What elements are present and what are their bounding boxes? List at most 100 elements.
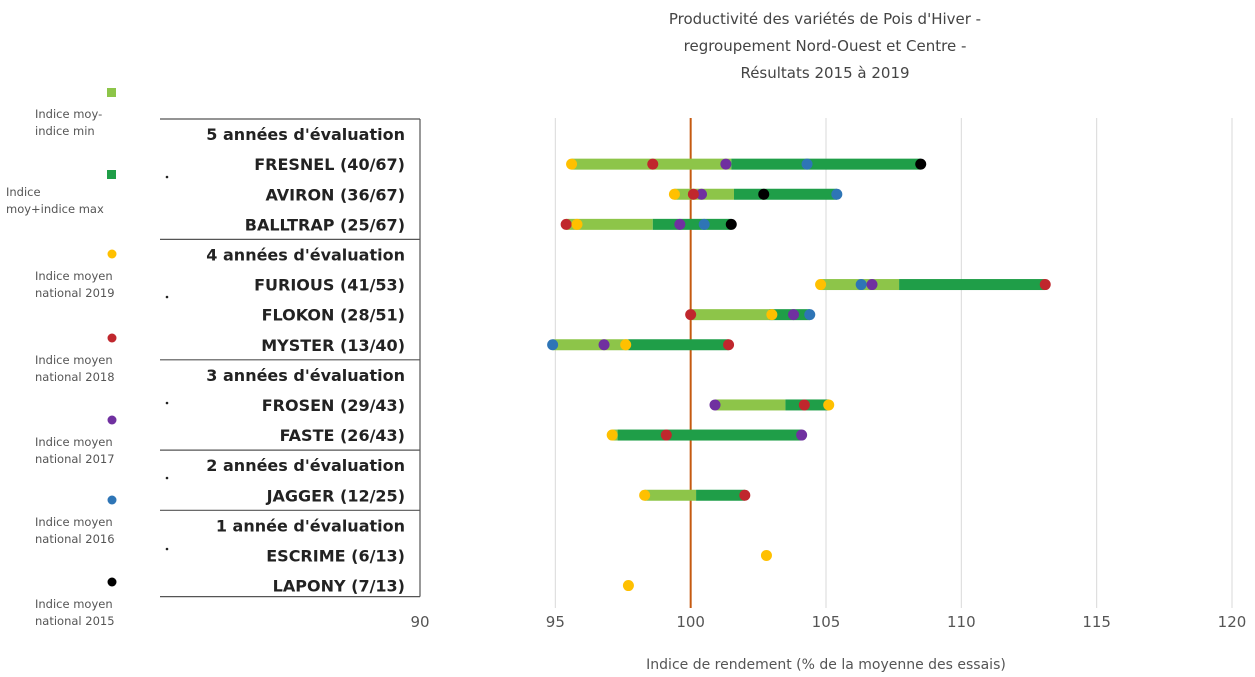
point-y2019: [815, 279, 827, 291]
point-y2018: [687, 188, 699, 200]
range-bars: [552, 158, 1046, 501]
group-header-label: 2 années d'évaluation: [206, 456, 405, 475]
point-y2017: [709, 399, 721, 411]
point-y2019: [622, 580, 634, 592]
variety-label: ESCRIME (6/13): [266, 546, 405, 565]
legend-label: indice min: [35, 124, 95, 138]
variety-label: FLOKON (28/51): [262, 306, 405, 325]
legend-label: national 2019: [35, 286, 115, 300]
bullet-mark: [165, 175, 169, 179]
legend-label: national 2018: [35, 370, 115, 384]
group-header-label: 1 année d'évaluation: [216, 516, 405, 535]
point-y2018: [1039, 279, 1051, 291]
legend-label: national 2015: [35, 614, 115, 628]
point-y2019: [760, 549, 772, 561]
x-axis-title-text: Indice de rendement (% de la moyenne des…: [646, 657, 1006, 673]
legend-dot-y2015: [107, 577, 117, 587]
point-y2019: [639, 489, 651, 501]
point-y2017: [866, 279, 878, 291]
point-y2018: [647, 158, 659, 170]
x-tick-label: 105: [812, 613, 841, 631]
legend: Indice moy-indice min Indice moy+indice ma…: [6, 88, 117, 628]
group-header-label: 4 années d'évaluation: [206, 245, 405, 264]
variety-label: BALLTRAP (25/67): [245, 215, 405, 234]
variety-label: AVIRON (36/67): [265, 185, 405, 204]
bar-mean-minus-min: [552, 339, 629, 351]
x-tick-label: 110: [947, 613, 976, 631]
point-y2018: [798, 399, 810, 411]
bar-mean-plus-max: [628, 339, 729, 351]
x-tick-label: 120: [1218, 613, 1247, 631]
legend-label: Indice moyen: [35, 353, 113, 367]
legend-label: Indice moy-: [35, 107, 102, 121]
variety-label: FASTE (26/43): [280, 426, 405, 445]
point-y2015: [758, 188, 770, 200]
legend-square-min: [107, 88, 116, 97]
bar-mean-plus-max: [652, 218, 732, 230]
legend-dot-y2017: [107, 415, 117, 425]
point-y2019: [620, 339, 632, 351]
bullet-mark: [165, 547, 169, 551]
point-y2016: [831, 188, 843, 200]
bullet-mark: [165, 476, 169, 480]
point-y2018: [560, 218, 572, 230]
bar-mean-minus-min: [644, 489, 697, 501]
chart-title-line: Productivité des variétés de Pois d'Hive…: [669, 10, 981, 28]
legend-dot-y2016: [107, 495, 117, 505]
variety-label: LAPONY (7/13): [273, 577, 405, 596]
legend-label: Indice: [6, 185, 41, 199]
bar-mean-plus-max: [733, 188, 837, 200]
point-y2017: [674, 218, 686, 230]
yearly-points: [547, 158, 1051, 592]
group-header-label: 3 années d'évaluation: [206, 366, 405, 385]
point-y2019: [668, 188, 680, 200]
bar-mean-plus-max: [617, 429, 802, 441]
x-axis-ticks: 90 95 100 105 110 115 120: [410, 613, 1246, 631]
point-y2019: [571, 218, 583, 230]
point-y2019: [823, 399, 835, 411]
legend-label: Indice moyen: [35, 515, 113, 529]
variety-label: FRESNEL (40/67): [254, 155, 405, 174]
bar-mean-minus-min: [715, 399, 786, 411]
legend-label: national 2017: [35, 452, 115, 466]
variety-label: MYSTER (13/40): [261, 336, 405, 355]
point-y2018: [660, 429, 672, 441]
legend-dot-y2018: [107, 333, 117, 343]
point-y2016: [801, 158, 813, 170]
bar-mean-minus-min: [566, 218, 653, 230]
point-y2019: [566, 158, 578, 170]
legend-label: Indice moyen: [35, 435, 113, 449]
bar-mean-minus-min: [690, 309, 770, 321]
point-y2016: [855, 279, 867, 291]
point-y2018: [685, 309, 697, 321]
point-y2017: [598, 339, 610, 351]
legend-label: national 2016: [35, 532, 115, 546]
variety-label: FROSEN (29/43): [262, 396, 405, 415]
point-y2017: [796, 429, 808, 441]
point-y2017: [788, 309, 800, 321]
point-y2016: [547, 339, 559, 351]
x-tick-label: 115: [1082, 613, 1111, 631]
point-y2019: [606, 429, 618, 441]
gridlines: [554, 118, 1233, 608]
x-tick-label: 95: [546, 613, 565, 631]
point-y2016: [804, 309, 816, 321]
legend-dot-y2019: [107, 249, 117, 259]
point-y2015: [725, 218, 737, 230]
category-table: 5 années d'évaluation FRESNEL (40/67) AVIR…: [160, 118, 421, 598]
legend-square-max: [107, 170, 116, 179]
legend-label: Indice moyen: [35, 269, 113, 283]
x-axis-title: Indice de rendement (% de la moyenne des…: [646, 657, 1006, 673]
x-tick-label: 90: [410, 613, 429, 631]
bar-mean-plus-max: [899, 279, 1046, 291]
point-y2019: [766, 309, 778, 321]
bar-mean-plus-max: [696, 489, 745, 501]
legend-label: moy+indice max: [6, 202, 104, 216]
point-y2015: [915, 158, 927, 170]
chart-title-line: Résultats 2015 à 2019: [740, 64, 909, 82]
legend-label: Indice moyen: [35, 597, 113, 611]
point-y2016: [698, 218, 710, 230]
bullet-mark: [165, 401, 169, 405]
group-header-label: 5 années d'évaluation: [206, 125, 405, 144]
